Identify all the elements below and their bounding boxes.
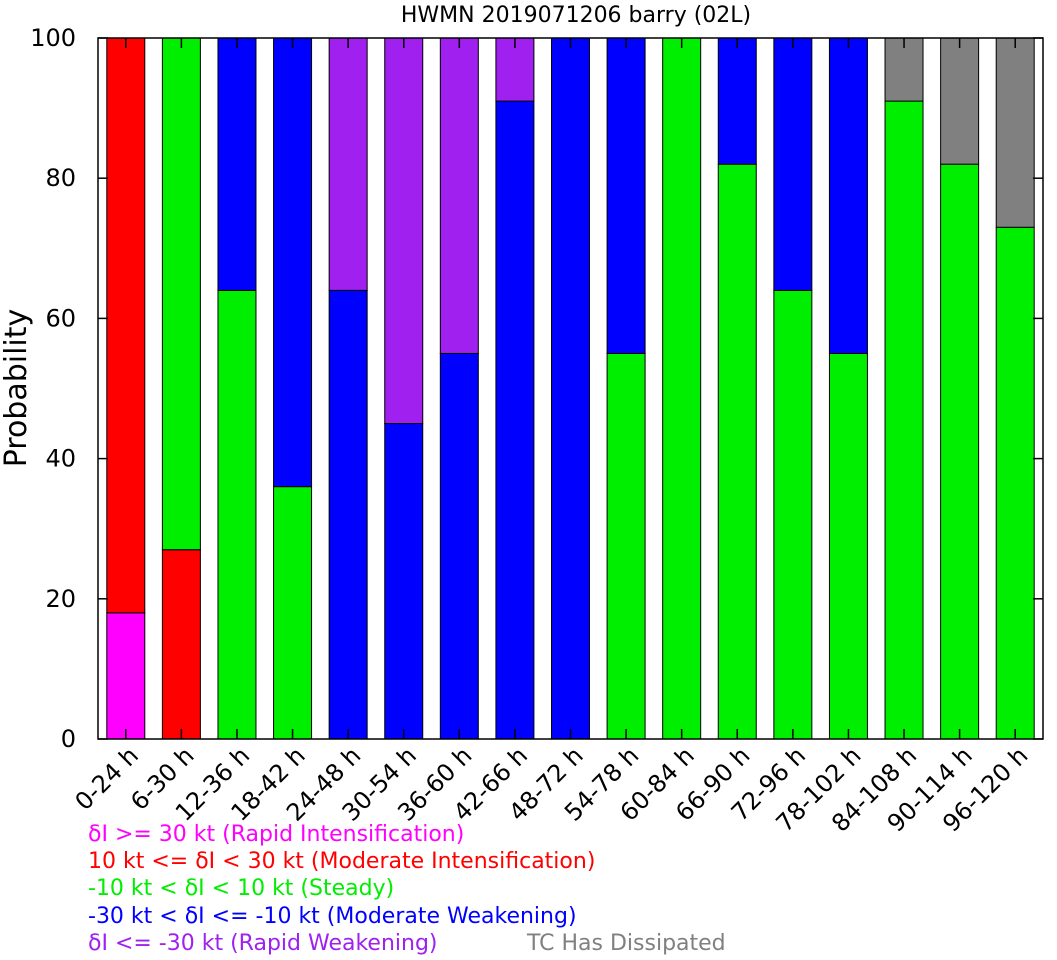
bar-segment-7-4: [495, 37, 535, 102]
bar-segment-14-5: [884, 37, 924, 102]
y-tick-label: 20: [45, 585, 76, 613]
bar-segment-15-5: [940, 37, 980, 165]
bar-segment-12-3: [773, 37, 813, 291]
bar-segment-11-2: [717, 163, 757, 740]
legend-moderate-intensification: 10 kt <= δI < 30 kt (Moderate Intensific…: [88, 849, 596, 874]
bar-segment-9-3: [606, 37, 646, 354]
y-tick-label: 0: [61, 725, 76, 753]
legend-moderate-weakening: -30 kt < δI <= -10 kt (Moderate Weakenin…: [88, 904, 577, 929]
y-tick-label: 80: [45, 164, 76, 192]
bar-segment-3-2: [273, 486, 313, 740]
bar-segment-8-3: [551, 37, 590, 740]
legend-steady: -10 kt < δI < 10 kt (Steady): [88, 876, 395, 901]
bar-segment-9-2: [606, 352, 646, 740]
bar-segment-7-3: [495, 100, 535, 740]
y-tick-label: 40: [45, 445, 76, 473]
bar-segment-16-5: [995, 37, 1035, 228]
bar-segment-6-4: [439, 37, 479, 354]
bar-segment-13-2: [828, 352, 868, 740]
bar-segment-4-3: [328, 289, 368, 740]
bar-segment-0-0: [106, 612, 146, 740]
bar-segment-0-1: [106, 37, 146, 614]
bar-segment-13-3: [828, 37, 868, 354]
bar-segment-5-3: [384, 423, 424, 740]
bar-segment-15-2: [940, 163, 980, 740]
bar-segment-5-4: [384, 37, 424, 425]
chart-title: HWMN 2019071206 barry (02L): [401, 3, 751, 28]
bar-segment-14-2: [884, 100, 924, 740]
bar-segment-1-1: [161, 549, 201, 740]
bar-segment-2-3: [217, 37, 257, 291]
bar-segment-4-4: [328, 37, 368, 291]
bar-segment-16-2: [995, 226, 1035, 740]
bars: [106, 37, 1035, 740]
bar-segment-10-2: [662, 37, 702, 740]
bar-segment-11-3: [717, 37, 757, 165]
bar-segment-12-2: [773, 289, 813, 740]
bar-segment-2-2: [217, 289, 257, 740]
bar-segment-1-2: [161, 37, 201, 551]
legend-tc-dissipated: TC Has Dissipated: [527, 931, 726, 956]
y-tick-label: 60: [45, 304, 76, 332]
bar-segment-6-3: [439, 352, 479, 740]
y-tick-label: 100: [30, 24, 76, 52]
y-axis-label: Probability: [0, 309, 34, 468]
legend-rapid-weakening: δI <= -30 kt (Rapid Weakening): [88, 931, 438, 956]
legend-rapid-intensification: δI >= 30 kt (Rapid Intensification): [88, 822, 465, 847]
bar-segment-3-3: [273, 37, 313, 488]
